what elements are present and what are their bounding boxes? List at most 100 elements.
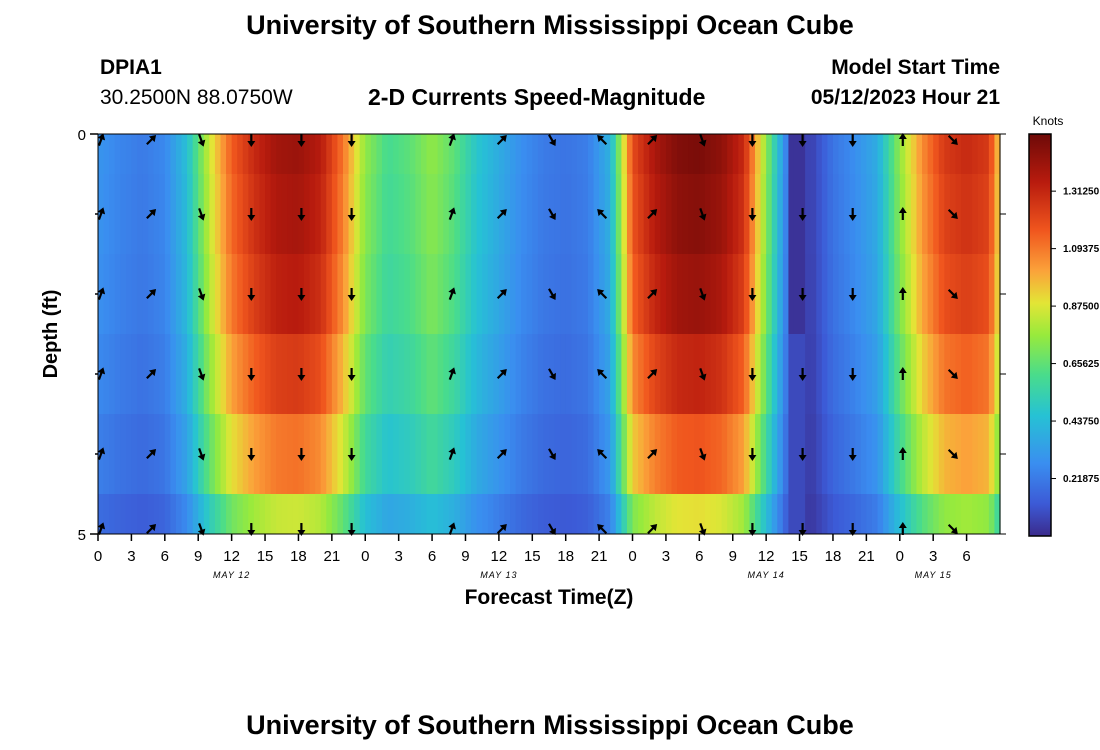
heatmap-cell bbox=[972, 414, 979, 494]
heatmap-cell bbox=[203, 334, 210, 414]
heatmap-cell bbox=[482, 494, 489, 534]
current-arrow bbox=[496, 209, 507, 220]
colorbar-tick-label: 1.09375 bbox=[1063, 244, 1100, 255]
heatmap-cell bbox=[972, 334, 979, 414]
heatmap-cell bbox=[365, 414, 372, 494]
heatmap-cell bbox=[348, 134, 355, 174]
heatmap-cell bbox=[220, 174, 227, 254]
heatmap-cell bbox=[404, 414, 411, 494]
current-arrow bbox=[798, 208, 807, 221]
heatmap-cell bbox=[153, 334, 160, 414]
current-arrow-head bbox=[499, 209, 507, 217]
heatmap-cell bbox=[738, 254, 745, 334]
heatmap-cell bbox=[827, 334, 834, 414]
heatmap-cell bbox=[944, 134, 951, 174]
heatmap-cell bbox=[426, 414, 433, 494]
heatmap-cell bbox=[404, 494, 411, 534]
heatmap-cell bbox=[771, 134, 778, 174]
current-arrow bbox=[197, 447, 206, 461]
current-arrow bbox=[748, 448, 757, 461]
heatmap-cell bbox=[888, 174, 895, 254]
current-arrow bbox=[947, 134, 958, 145]
heatmap-cell bbox=[793, 334, 801, 414]
heatmap-cell bbox=[136, 254, 144, 334]
heatmap-cell bbox=[376, 174, 383, 254]
current-arrow bbox=[898, 367, 907, 380]
heatmap-cell bbox=[871, 254, 879, 334]
current-arrow-head bbox=[197, 293, 206, 301]
current-arrow bbox=[548, 368, 556, 381]
heatmap-cell bbox=[409, 494, 416, 534]
x-tick-label: 21 bbox=[858, 548, 875, 565]
heatmap-cell bbox=[265, 134, 272, 174]
heatmap-cell bbox=[977, 494, 984, 534]
heatmap-cell bbox=[905, 134, 912, 174]
current-arrow-head bbox=[499, 369, 507, 377]
heatmap-cell bbox=[866, 334, 873, 414]
heatmap-cell bbox=[515, 134, 522, 174]
heatmap-cell bbox=[665, 254, 673, 334]
heatmap-cell bbox=[398, 174, 405, 254]
heatmap-cell bbox=[677, 254, 684, 334]
current-arrow-head bbox=[247, 141, 256, 147]
station-coords: 30.2500N 88.0750W bbox=[100, 86, 293, 109]
heatmap-cell bbox=[766, 494, 773, 534]
heatmap-cell bbox=[192, 174, 199, 254]
current-arrow bbox=[848, 448, 857, 461]
current-arrow-head bbox=[448, 207, 456, 215]
heatmap-cell bbox=[883, 174, 890, 254]
current-arrow bbox=[247, 134, 256, 147]
heatmap-cell bbox=[237, 334, 244, 414]
x-tick-label: 0 bbox=[361, 548, 369, 565]
heatmap-cell bbox=[231, 494, 238, 534]
current-arrow bbox=[97, 447, 106, 461]
heatmap-cell bbox=[309, 414, 316, 494]
heatmap-cell bbox=[704, 254, 712, 334]
heatmap-cell bbox=[777, 134, 784, 174]
heatmap-cell bbox=[638, 134, 645, 174]
heatmap-cell bbox=[192, 134, 199, 174]
heatmap-cell bbox=[409, 134, 416, 174]
heatmap-cell bbox=[393, 174, 400, 254]
heatmap-cell bbox=[727, 334, 734, 414]
heatmap-cell bbox=[437, 134, 444, 174]
heatmap-cell bbox=[805, 134, 812, 174]
current-arrow-head bbox=[97, 207, 106, 215]
heatmap-cell bbox=[972, 254, 979, 334]
heatmap-cell bbox=[721, 174, 728, 254]
heatmap-cell bbox=[816, 334, 823, 414]
heatmap-cell bbox=[181, 174, 188, 254]
heatmap-cell bbox=[610, 174, 617, 254]
heatmap-cell bbox=[777, 254, 784, 334]
current-arrow-head bbox=[950, 211, 958, 219]
heatmap-cell bbox=[743, 174, 751, 254]
heatmap-cell bbox=[459, 414, 467, 494]
heatmap-cell bbox=[810, 254, 817, 334]
current-arrow-head bbox=[698, 293, 707, 301]
current-arrow-head bbox=[448, 133, 456, 141]
heatmap-cell bbox=[532, 174, 539, 254]
current-arrow-head bbox=[798, 455, 807, 461]
heatmap-cell bbox=[454, 134, 461, 174]
heatmap-cell bbox=[560, 174, 567, 254]
heatmap-cell bbox=[565, 134, 572, 174]
heatmap-cell bbox=[214, 334, 222, 414]
heatmap-cell bbox=[253, 174, 261, 254]
heatmap-cell bbox=[103, 254, 110, 334]
x-date-label: MAY 13 bbox=[480, 570, 517, 580]
current-arrow-head bbox=[698, 453, 707, 461]
heatmap-cell bbox=[398, 334, 405, 414]
heatmap-cell bbox=[270, 254, 277, 334]
current-arrow-head bbox=[650, 135, 658, 143]
heatmap-cell bbox=[209, 414, 216, 494]
heatmap-cell bbox=[281, 134, 288, 174]
station-id: DPIA1 bbox=[100, 56, 162, 79]
heatmap-cell bbox=[448, 494, 455, 534]
heatmap-cell bbox=[944, 254, 951, 334]
current-arrow bbox=[597, 369, 608, 380]
heatmap-cell bbox=[192, 254, 199, 334]
heatmap-cell bbox=[782, 414, 790, 494]
heatmap-cell bbox=[927, 414, 934, 494]
current-arrow bbox=[247, 288, 256, 301]
heatmap-cell bbox=[287, 254, 294, 334]
